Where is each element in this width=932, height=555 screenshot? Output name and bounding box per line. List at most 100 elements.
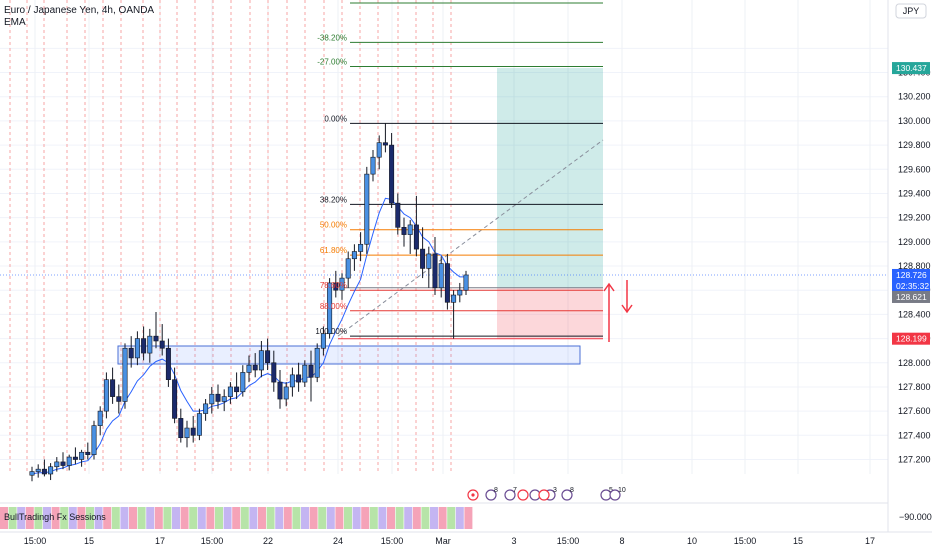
candle[interactable] [227,382,233,404]
candle[interactable] [426,246,432,288]
candle[interactable] [172,367,178,424]
candle[interactable] [358,232,364,262]
candle[interactable] [203,399,209,421]
candle[interactable] [444,253,450,310]
candle[interactable] [215,384,221,409]
candle[interactable] [289,367,295,397]
candle[interactable] [258,340,264,378]
candle[interactable] [376,135,382,170]
candle[interactable] [401,217,407,247]
candle[interactable] [308,350,314,402]
candle[interactable] [103,372,109,419]
candle[interactable] [413,195,419,257]
candle[interactable] [302,360,308,387]
candle[interactable] [389,133,395,208]
candle[interactable] [41,459,47,477]
stop-loss-zone[interactable] [497,287,603,339]
candle[interactable] [196,408,202,441]
candle[interactable] [370,149,376,182]
indicator-label[interactable]: EMA [4,17,26,28]
event-marker-icon[interactable] [538,489,550,501]
candle[interactable] [79,449,85,467]
price-tag[interactable] [892,268,930,281]
candle[interactable] [66,454,72,471]
candle[interactable] [283,382,289,407]
candle[interactable] [60,452,66,470]
candle[interactable] [345,251,351,288]
time-axis[interactable]: 15:00 15 17 15:00 22 24 15:00 Mar 3 15:00 8 10 15:00… [0,531,932,546]
candle[interactable] [178,408,184,443]
candle[interactable] [314,343,320,383]
candle[interactable] [209,386,215,414]
candle[interactable] [457,282,463,303]
candle[interactable] [240,365,246,397]
candle[interactable] [134,331,140,366]
price-tag[interactable] [892,62,930,75]
candle-body [364,173,370,245]
candle[interactable] [271,350,277,392]
candle[interactable] [85,442,91,460]
candle[interactable] [110,367,116,404]
event-markers[interactable]: 8 7 3 8 5 10 [467,487,626,501]
candle[interactable] [91,420,97,460]
candle[interactable] [339,273,345,300]
candle[interactable] [252,353,258,378]
indicator-name[interactable]: BullTradingh Fx Sessions [4,512,106,522]
candle-body [41,468,47,475]
currency-badge[interactable] [895,3,927,19]
supply-demand-zone[interactable] [117,345,581,365]
candle[interactable] [184,420,190,448]
candle[interactable] [97,406,103,436]
candle[interactable] [351,244,357,271]
candle[interactable] [29,466,35,482]
trend-line[interactable] [337,139,604,337]
candle[interactable] [296,362,302,392]
price-tag[interactable] [892,290,930,303]
candle[interactable] [395,193,401,235]
price-tag[interactable] [892,332,930,345]
economic-event-icon[interactable] [485,489,497,501]
economic-event-icon[interactable] [609,489,621,501]
candle[interactable] [420,227,426,279]
symbol-title[interactable]: Euro / Japanese Yen, 4h, OANDA [4,5,155,16]
price-tag[interactable] [892,279,930,292]
candle[interactable] [234,372,240,400]
candle[interactable] [407,220,413,254]
candle[interactable] [165,338,171,387]
candle[interactable] [277,370,283,409]
candle[interactable] [246,355,252,383]
candle[interactable] [128,336,134,368]
candle[interactable] [432,237,438,296]
candle[interactable] [190,415,196,443]
candle[interactable] [382,123,388,153]
candle[interactable] [141,326,147,361]
candle[interactable] [463,270,469,296]
candle[interactable] [54,457,60,472]
candle[interactable] [159,324,165,356]
candle[interactable] [153,311,159,349]
economic-event-icon[interactable] [504,489,516,501]
price-axis[interactable]: 127.200127.400127.600127.800128.000128.2… [887,0,931,532]
candle[interactable] [72,447,78,465]
candle[interactable] [48,463,54,481]
candle[interactable] [116,384,122,414]
candle[interactable] [364,166,370,254]
candle[interactable] [327,278,333,339]
session-bar [103,507,112,529]
take-profit-zone[interactable] [497,68,603,288]
candles[interactable] [29,123,469,482]
drawings[interactable] [0,2,888,365]
candle[interactable] [438,256,444,298]
candle[interactable] [265,338,271,371]
event-marker-icon[interactable] [517,489,529,501]
candle[interactable] [35,464,41,478]
candle[interactable] [320,326,326,356]
candle[interactable] [333,270,339,298]
candle[interactable] [221,389,227,412]
candle[interactable] [122,343,128,409]
economic-event-icon[interactable] [561,489,573,501]
candle[interactable] [451,290,457,339]
candle[interactable] [147,328,153,363]
